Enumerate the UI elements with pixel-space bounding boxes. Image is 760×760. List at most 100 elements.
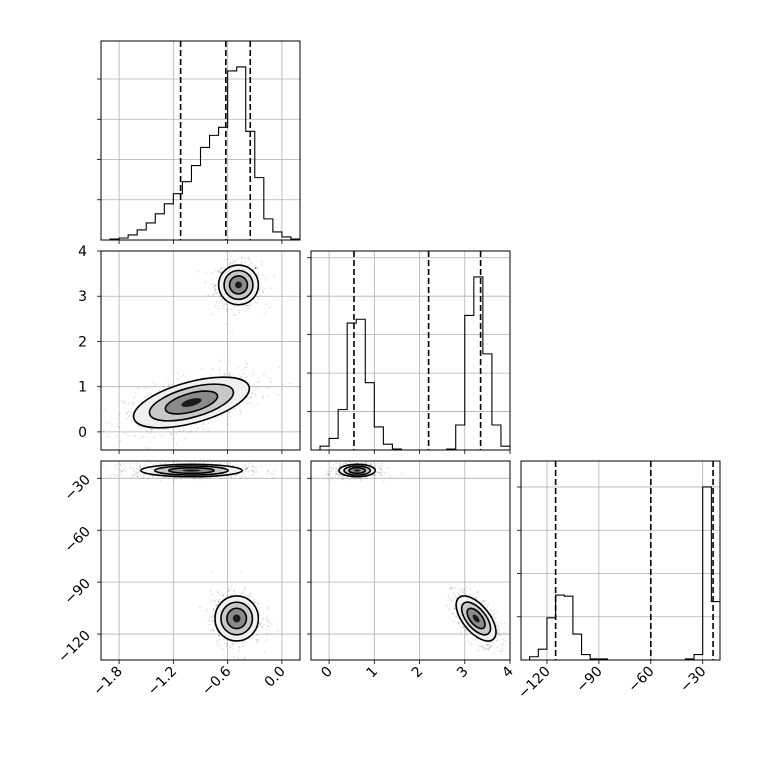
sample-point (211, 620, 214, 622)
sample-point (269, 381, 272, 384)
y-tick-label: 0 (78, 425, 87, 441)
sample-point (448, 608, 451, 611)
sample-point (462, 588, 465, 591)
sample-point (237, 309, 240, 312)
sample-point (176, 371, 179, 374)
sample-point (346, 476, 349, 479)
sample-point (126, 412, 128, 414)
sample-point (151, 428, 153, 431)
sample-point (249, 592, 252, 595)
sample-point (233, 247, 235, 249)
sample-point (365, 476, 368, 479)
panel-frame (100, 40, 301, 241)
sample-point (214, 284, 217, 287)
sample-point (142, 436, 145, 438)
sample-point (202, 428, 205, 431)
sample-point (219, 271, 222, 274)
sample-point (335, 466, 337, 469)
sample-point (376, 462, 379, 465)
sample-point (481, 644, 483, 647)
sample-point (247, 307, 250, 310)
sample-point (108, 435, 110, 438)
sample-point (219, 300, 222, 302)
sample-point (450, 599, 453, 602)
sample-point (187, 379, 190, 382)
sample-point (231, 644, 234, 646)
sample-point (229, 375, 232, 377)
sample-point (374, 474, 377, 476)
sample-point (130, 420, 133, 423)
sample-point (338, 464, 341, 467)
sample-point (123, 402, 126, 405)
sample-point (262, 395, 264, 398)
contour-line (217, 264, 260, 306)
sample-point (255, 471, 258, 473)
sample-point (232, 262, 234, 265)
sample-point (245, 467, 248, 470)
sample-point (261, 290, 264, 293)
contour-line (140, 463, 243, 478)
sample-point (141, 477, 143, 480)
sample-point (217, 599, 220, 602)
panel-frame (310, 250, 511, 451)
sample-point (102, 430, 105, 432)
sample-point (364, 462, 367, 465)
contour-line (223, 269, 254, 301)
sample-point (452, 620, 455, 623)
x-tick-label: −0.6 (199, 663, 234, 698)
sample-point (211, 313, 214, 315)
sample-point (135, 473, 138, 476)
sample-point (266, 632, 268, 635)
sample-point (215, 604, 218, 607)
sample-point (258, 623, 261, 626)
sample-point (246, 363, 248, 365)
sample-point (149, 461, 152, 464)
panel-content (311, 461, 510, 660)
sample-point (498, 629, 501, 632)
sample-point (214, 288, 217, 291)
sample-point (252, 465, 254, 468)
sample-point (175, 432, 178, 435)
sample-point (255, 468, 258, 471)
sample-point (231, 330, 233, 332)
sample-point (209, 375, 212, 378)
sample-point (237, 650, 240, 653)
sample-point (457, 623, 460, 625)
sample-point (264, 303, 267, 306)
sample-point (246, 466, 248, 469)
y-tick-label: 3 (78, 289, 87, 305)
sample-point (213, 269, 216, 272)
sample-point (495, 624, 498, 627)
sample-point (137, 425, 140, 427)
hist-panel-2 (517, 460, 721, 664)
sample-point (247, 470, 250, 473)
sample-point (253, 636, 255, 638)
sample-point (230, 475, 233, 478)
sample-point (120, 470, 122, 473)
sample-point (369, 463, 372, 466)
sample-point (486, 647, 489, 650)
sample-point (127, 402, 130, 404)
sample-point (164, 462, 167, 464)
sample-point (256, 302, 259, 305)
sample-point (244, 588, 246, 591)
sample-point (267, 625, 270, 627)
sample-point (250, 397, 253, 400)
sample-point (222, 594, 225, 597)
sample-point (94, 422, 96, 424)
sample-point (133, 396, 136, 398)
sample-point (469, 594, 471, 596)
sample-point (477, 590, 480, 593)
sample-point (239, 409, 242, 412)
sample-point (229, 261, 231, 264)
sample-point (487, 647, 490, 650)
sample-point (336, 473, 339, 476)
sample-point (192, 477, 195, 480)
sample-point (119, 464, 122, 466)
sample-point (243, 586, 246, 589)
sample-point (267, 469, 270, 472)
y-tick-label: −60 (62, 524, 94, 556)
sample-point (225, 645, 228, 648)
sample-point (232, 375, 235, 378)
sample-point (264, 650, 266, 653)
